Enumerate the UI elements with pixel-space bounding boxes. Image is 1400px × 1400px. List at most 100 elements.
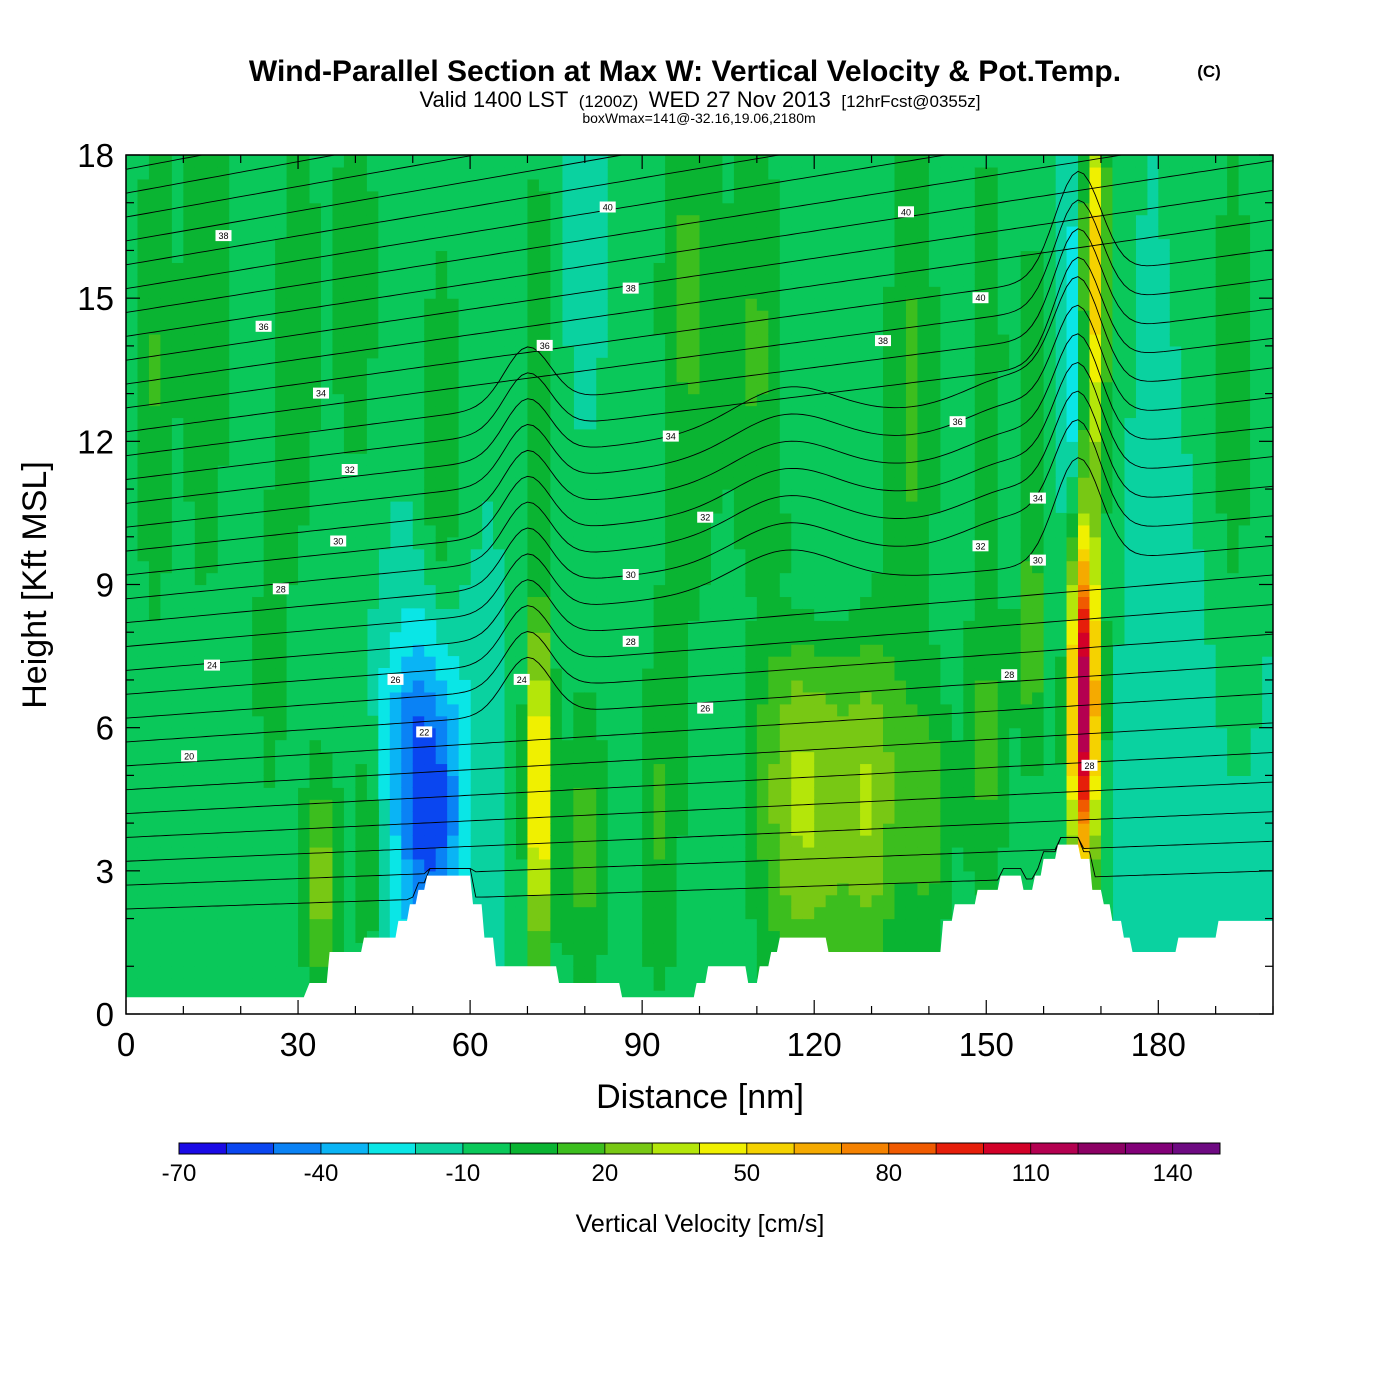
w-cell [848, 441, 861, 454]
w-cell [665, 715, 678, 729]
w-cell [607, 524, 620, 538]
w-cell [229, 155, 242, 168]
w-cell [412, 644, 425, 657]
w-cell [619, 918, 632, 932]
w-cell [332, 357, 345, 371]
w-cell [940, 835, 953, 848]
w-cell [424, 644, 437, 657]
w-cell [825, 703, 838, 717]
w-cell [148, 703, 162, 717]
w-cell [607, 691, 620, 705]
w-cell [928, 190, 941, 204]
w-cell [642, 548, 655, 562]
w-cell [871, 465, 884, 478]
w-cell [837, 858, 850, 872]
w-cell [527, 417, 540, 430]
w-cell [722, 560, 735, 574]
w-cell [320, 524, 334, 538]
w-cell [573, 548, 586, 562]
w-cell [584, 477, 597, 490]
w-cell [401, 811, 414, 824]
w-cell [710, 835, 724, 848]
w-cell [665, 536, 678, 550]
w-cell [642, 942, 655, 955]
w-cell [137, 787, 150, 800]
w-cell [332, 441, 345, 454]
w-cell [183, 548, 196, 562]
w-cell [699, 632, 712, 645]
w-cell [699, 536, 712, 550]
w-cell [699, 739, 712, 753]
w-cell [275, 250, 288, 263]
w-cell [917, 453, 930, 466]
w-cell [298, 548, 311, 562]
w-cell [619, 751, 632, 765]
w-cell [665, 345, 678, 359]
w-cell [653, 286, 666, 299]
w-cell [206, 811, 219, 824]
w-cell [665, 703, 678, 717]
w-cell [435, 202, 448, 216]
w-cell [928, 560, 941, 574]
w-cell [275, 823, 288, 836]
w-cell [515, 166, 529, 180]
w-cell [206, 500, 219, 514]
w-cell [160, 524, 173, 538]
w-cell [366, 310, 379, 323]
w-cell [504, 560, 517, 574]
w-cell [963, 715, 976, 729]
w-cell [148, 715, 162, 729]
w-cell [688, 679, 701, 693]
w-cell [871, 369, 884, 383]
w-cell [206, 322, 219, 335]
w-cell [917, 333, 930, 347]
w-cell [825, 405, 838, 419]
w-cell [940, 751, 953, 765]
w-cell [688, 393, 701, 407]
w-cell [871, 381, 884, 395]
w-cell [504, 715, 517, 729]
w-cell [837, 286, 850, 299]
w-cell [515, 345, 529, 359]
w-cell [447, 548, 460, 562]
w-cell [699, 942, 712, 955]
w-cell [630, 799, 643, 812]
w-cell [756, 453, 769, 466]
w-cell [848, 333, 861, 347]
w-cell [860, 155, 873, 168]
w-cell [332, 429, 345, 442]
w-cell [676, 405, 689, 419]
w-cell [676, 906, 689, 920]
w-cell [160, 894, 173, 908]
w-cell [791, 644, 804, 657]
w-cell [619, 954, 632, 967]
w-cell [240, 393, 253, 407]
w-cell [435, 835, 448, 848]
w-cell [917, 417, 930, 430]
w-cell [378, 286, 391, 299]
w-cell [424, 202, 437, 216]
w-cell [584, 429, 597, 442]
w-cell [607, 226, 620, 240]
w-cell [298, 882, 311, 896]
w-cell [642, 345, 655, 359]
w-cell [240, 846, 253, 860]
w-cell [515, 214, 529, 228]
w-cell [837, 811, 850, 824]
w-cell [837, 656, 850, 669]
w-cell [951, 357, 964, 371]
w-cell [917, 500, 930, 514]
w-cell [424, 512, 437, 526]
w-cell [688, 894, 701, 908]
w-cell [653, 202, 666, 216]
w-cell [286, 393, 299, 407]
w-cell [905, 930, 919, 944]
w-cell [435, 560, 448, 574]
w-cell [298, 763, 311, 776]
w-cell [665, 596, 678, 609]
w-cell [183, 333, 196, 347]
w-cell [733, 930, 746, 944]
w-cell [733, 858, 746, 872]
w-cell [676, 548, 689, 562]
w-cell [733, 512, 746, 526]
